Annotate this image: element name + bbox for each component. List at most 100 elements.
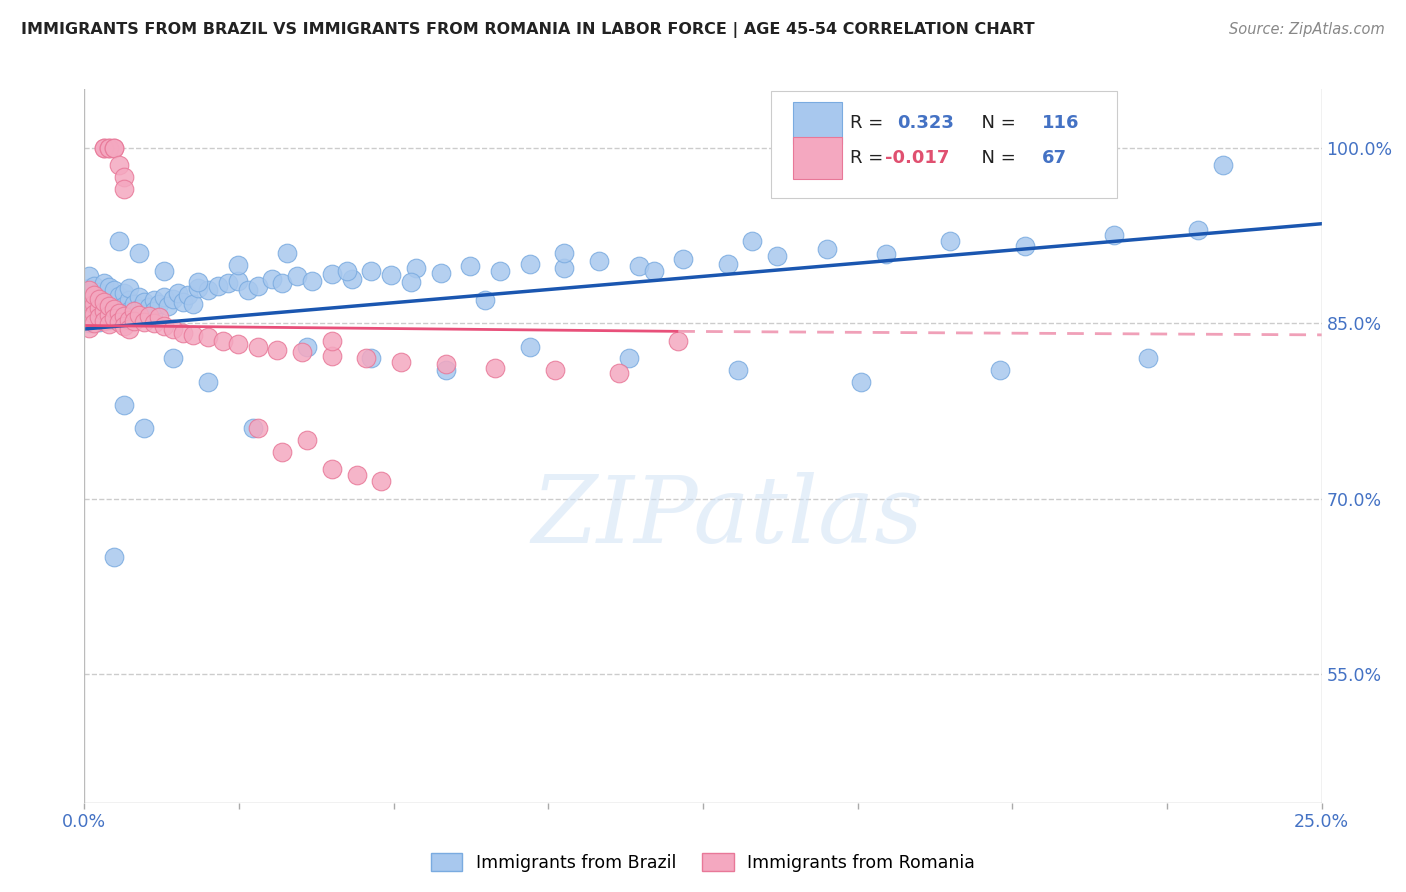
- Point: [83, 288, 105, 302]
- Point: [207, 278, 229, 293]
- Point: [1137, 351, 1160, 366]
- Point: [543, 363, 565, 377]
- Point: [360, 263, 382, 277]
- Point: [103, 307, 125, 321]
- Point: [93, 309, 115, 323]
- Point: [271, 445, 294, 459]
- Point: [83, 307, 105, 321]
- Point: [108, 289, 131, 303]
- Point: [197, 284, 219, 298]
- Point: [128, 308, 150, 322]
- Point: [89, 293, 111, 308]
- Point: [1212, 158, 1234, 172]
- Point: [112, 299, 135, 313]
- Point: [405, 261, 427, 276]
- Point: [519, 340, 541, 354]
- Point: [321, 267, 343, 281]
- Point: [643, 263, 665, 277]
- Point: [93, 295, 115, 310]
- Point: [89, 315, 111, 329]
- Point: [79, 321, 101, 335]
- Point: [83, 310, 105, 325]
- Point: [295, 433, 318, 447]
- Point: [152, 290, 174, 304]
- Point: [321, 334, 343, 348]
- Point: [1014, 239, 1036, 253]
- Point: [321, 349, 343, 363]
- Point: [112, 310, 135, 325]
- Text: 116: 116: [1042, 114, 1080, 132]
- Point: [370, 474, 392, 488]
- Point: [167, 285, 190, 300]
- Point: [93, 277, 115, 291]
- Point: [212, 334, 235, 348]
- Point: [108, 302, 131, 317]
- Point: [112, 285, 135, 300]
- Point: [132, 315, 155, 329]
- Point: [301, 274, 323, 288]
- Point: [266, 343, 288, 357]
- Point: [285, 269, 308, 284]
- Point: [1102, 228, 1125, 243]
- Point: [118, 293, 141, 307]
- FancyBboxPatch shape: [793, 102, 842, 144]
- Point: [276, 246, 298, 260]
- Point: [519, 256, 541, 270]
- Point: [83, 297, 105, 311]
- Point: [162, 292, 184, 306]
- Point: [295, 340, 318, 354]
- Point: [112, 169, 135, 184]
- Point: [627, 259, 650, 273]
- Point: [172, 326, 194, 340]
- Point: [172, 295, 194, 310]
- Point: [617, 351, 640, 366]
- Point: [727, 363, 749, 377]
- Point: [399, 275, 422, 289]
- Point: [226, 337, 249, 351]
- Point: [128, 290, 150, 304]
- Point: [236, 284, 259, 298]
- Text: 0.323: 0.323: [897, 114, 955, 132]
- Point: [108, 305, 131, 319]
- Point: [672, 252, 695, 266]
- Point: [79, 284, 101, 298]
- Point: [103, 295, 125, 310]
- Point: [122, 314, 145, 328]
- Point: [875, 247, 897, 261]
- Legend: Immigrants from Brazil, Immigrants from Romania: Immigrants from Brazil, Immigrants from …: [423, 847, 983, 879]
- Point: [132, 421, 155, 435]
- Point: [142, 316, 165, 330]
- Point: [118, 322, 141, 336]
- Point: [118, 304, 141, 318]
- Point: [965, 141, 987, 155]
- Point: [217, 277, 239, 291]
- FancyBboxPatch shape: [770, 91, 1118, 198]
- Point: [112, 181, 135, 195]
- Point: [197, 375, 219, 389]
- Point: [103, 550, 125, 565]
- Point: [79, 302, 101, 317]
- Point: [553, 261, 575, 276]
- Point: [132, 307, 155, 321]
- Point: [815, 243, 838, 257]
- Point: [93, 141, 115, 155]
- Point: [162, 351, 184, 366]
- Text: N =: N =: [970, 150, 1022, 168]
- Text: Source: ZipAtlas.com: Source: ZipAtlas.com: [1229, 22, 1385, 37]
- Point: [89, 310, 111, 325]
- Point: [118, 281, 141, 295]
- Point: [187, 275, 209, 289]
- Point: [108, 234, 131, 248]
- Point: [79, 316, 101, 330]
- Point: [148, 310, 170, 325]
- Point: [112, 318, 135, 333]
- Point: [939, 234, 962, 248]
- Point: [152, 263, 174, 277]
- Text: IMMIGRANTS FROM BRAZIL VS IMMIGRANTS FROM ROMANIA IN LABOR FORCE | AGE 45-54 COR: IMMIGRANTS FROM BRAZIL VS IMMIGRANTS FRO…: [21, 22, 1035, 38]
- Point: [79, 281, 101, 295]
- Point: [226, 274, 249, 288]
- Point: [429, 266, 451, 280]
- Point: [474, 293, 496, 307]
- Point: [553, 246, 575, 260]
- Point: [112, 398, 135, 412]
